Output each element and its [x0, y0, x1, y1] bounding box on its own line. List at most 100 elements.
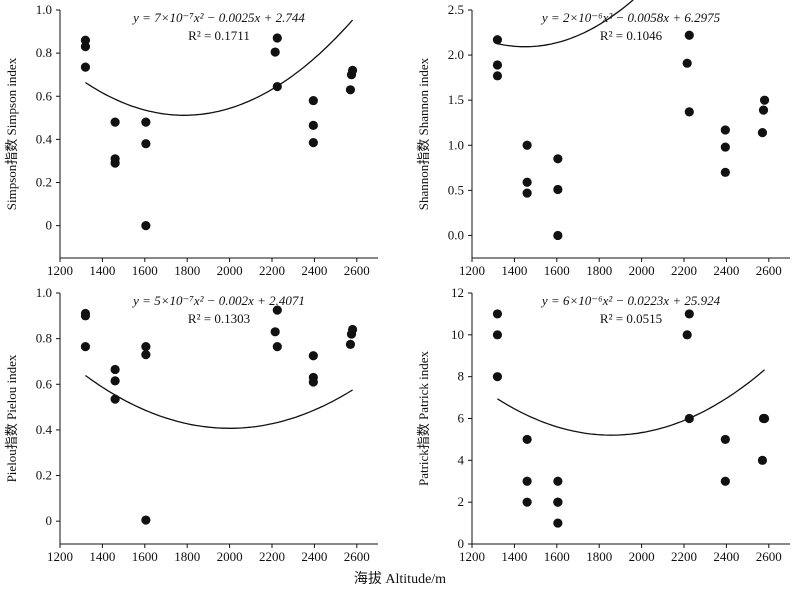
- data-point: [345, 85, 356, 95]
- data-point: [141, 139, 151, 149]
- fit-equation: y = 2×10⁻⁶x² − 0.0058x + 6.2975: [540, 10, 721, 25]
- data-point: [522, 140, 532, 150]
- x-tick-label: 2000: [217, 263, 243, 278]
- data-point: [308, 95, 318, 106]
- data-point: [347, 324, 358, 335]
- y-tick-label: 0: [46, 218, 53, 233]
- x-tick-label: 1600: [132, 549, 158, 564]
- x-tick-label: 1600: [132, 263, 158, 278]
- data-point: [308, 120, 318, 130]
- data-point: [110, 376, 120, 386]
- y-tick-label: 0.2: [36, 468, 52, 483]
- x-tick-label: 1200: [47, 549, 73, 564]
- y-tick-label: 0: [458, 536, 465, 551]
- x-tick-label: 1400: [89, 263, 115, 278]
- x-tick-label: 1200: [459, 549, 485, 564]
- data-point: [308, 138, 318, 148]
- data-point: [110, 394, 120, 404]
- data-point: [553, 518, 563, 528]
- data-point: [759, 413, 770, 424]
- data-point: [80, 342, 91, 352]
- data-point: [80, 42, 91, 52]
- data-point: [522, 188, 532, 198]
- y-tick-label: 1.0: [36, 285, 52, 300]
- data-point: [272, 342, 282, 352]
- x-tick-label: 2600: [756, 263, 782, 278]
- chart-panel: 1200 1400 1600 1800 2000 2200 2400 2600 0 0.2 0.4 0…: [4, 2, 378, 278]
- data-point: [720, 167, 730, 177]
- y-tick-label: 2.0: [448, 47, 464, 62]
- data-point: [110, 364, 120, 375]
- r-squared: R² = 0.1711: [188, 28, 250, 43]
- x-tick-label: 2200: [259, 263, 285, 278]
- y-tick-label: 0.0: [448, 227, 464, 242]
- fit-equation: y = 6×10⁻⁶x² − 0.0223x + 25.924: [540, 293, 721, 308]
- x-axis-title: 海拔 Altitude/m: [353, 572, 447, 587]
- y-tick-label: 1.0: [448, 137, 464, 152]
- y-tick-label: 2.5: [448, 2, 464, 17]
- data-point: [492, 372, 503, 382]
- y-axis-title: Patrick指数 Patrick index: [416, 350, 431, 486]
- y-tick-label: 0.4: [36, 422, 53, 437]
- x-tick-label: 2600: [756, 549, 782, 564]
- fit-curve: [85, 19, 354, 116]
- data-point: [141, 350, 151, 360]
- data-point: [110, 158, 120, 168]
- data-point: [110, 117, 120, 127]
- data-point: [759, 95, 770, 105]
- chart-panel: 1200 1400 1600 1800 2000 2200 2400 2600 0 0.2 0.4 0…: [4, 285, 378, 564]
- y-tick-label: 0.5: [448, 182, 464, 197]
- fit-curve: [497, 369, 766, 436]
- data-point: [492, 60, 503, 70]
- y-tick-label: 2: [458, 494, 465, 509]
- y-tick-label: 10: [451, 327, 464, 342]
- data-point: [720, 142, 730, 152]
- data-point: [553, 476, 563, 486]
- y-tick-label: 0.4: [36, 131, 53, 146]
- x-tick-label: 2600: [344, 263, 370, 278]
- data-point: [492, 330, 503, 340]
- data-point: [553, 184, 563, 195]
- data-point: [308, 377, 318, 387]
- data-point: [682, 58, 692, 68]
- r-squared: R² = 0.0515: [600, 311, 662, 326]
- data-point: [141, 221, 151, 231]
- x-tick-label: 1800: [174, 549, 200, 564]
- x-tick-label: 2200: [259, 549, 285, 564]
- y-tick-label: 0: [46, 513, 53, 528]
- data-point: [684, 107, 694, 117]
- data-point: [270, 47, 280, 57]
- x-tick-label: 2000: [217, 549, 243, 564]
- data-point: [682, 330, 692, 340]
- data-point: [141, 117, 151, 127]
- y-tick-label: 6: [458, 411, 465, 426]
- data-point: [720, 125, 730, 135]
- data-point: [272, 305, 282, 315]
- y-tick-label: 12: [451, 285, 464, 300]
- fit-curve: [497, 0, 634, 48]
- chart-panel: 1200 1400 1600 1800 2000 2200 2400 2600 0.0 0.5 1.…: [416, 0, 790, 278]
- x-tick-label: 1200: [47, 263, 73, 278]
- data-point: [272, 81, 282, 92]
- x-tick-label: 2200: [671, 549, 697, 564]
- data-point: [684, 413, 694, 424]
- data-point: [553, 154, 563, 164]
- x-tick-label: 1400: [501, 549, 527, 564]
- fit-curve: [85, 374, 353, 429]
- y-tick-label: 1.0: [36, 2, 52, 17]
- x-tick-label: 2000: [629, 263, 655, 278]
- data-point: [272, 33, 282, 43]
- y-tick-label: 0.6: [36, 88, 53, 103]
- x-tick-label: 1800: [586, 263, 612, 278]
- data-point: [347, 65, 358, 75]
- fit-equation: y = 5×10⁻⁷x² − 0.002x + 2.4071: [131, 293, 305, 308]
- data-point: [553, 230, 563, 241]
- data-point: [270, 327, 280, 337]
- x-tick-label: 2400: [713, 549, 739, 564]
- x-tick-label: 2600: [344, 549, 370, 564]
- data-point: [141, 342, 151, 352]
- x-tick-label: 2400: [301, 549, 327, 564]
- data-point: [492, 71, 503, 81]
- data-point: [345, 339, 356, 349]
